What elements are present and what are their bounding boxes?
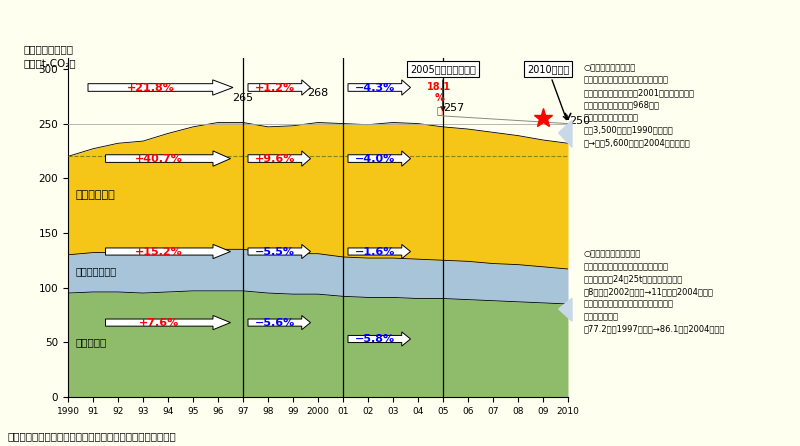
FancyArrow shape [248, 244, 310, 259]
Text: +15.2%: +15.2% [135, 247, 183, 256]
Text: 2005年度（速報値）: 2005年度（速報値） [410, 64, 476, 111]
Polygon shape [558, 120, 572, 147]
Text: 250: 250 [570, 116, 590, 126]
Text: +1.2%: +1.2% [255, 83, 295, 92]
Text: ○トラック輸送の効率化
・トラックの大型化や自営転換の進展
　車両総重量24～25tの車両の保有台数
　8万台（2002年度）→11万台（2004年度）
　トラ: ○トラック輸送の効率化 ・トラックの大型化や自営転換の進展 車両総重量24～25… [583, 250, 725, 334]
FancyArrow shape [106, 315, 230, 330]
Text: −4.3%: −4.3% [354, 83, 395, 92]
Text: +40.7%: +40.7% [135, 153, 183, 164]
Text: +21.8%: +21.8% [126, 83, 174, 92]
Text: 自家用乗用車: 自家用乗用車 [75, 190, 115, 200]
Text: 18.1
%
増: 18.1 % 増 [427, 82, 451, 115]
FancyArrow shape [348, 80, 410, 95]
Text: 貨物自動車: 貨物自動車 [75, 337, 106, 347]
Text: 257: 257 [443, 103, 464, 113]
Text: その他輸送機関: その他輸送機関 [75, 266, 117, 276]
Text: −4.0%: −4.0% [354, 153, 395, 164]
Text: （百万t-CO₂）: （百万t-CO₂） [23, 58, 76, 68]
FancyArrow shape [348, 244, 410, 259]
Text: 268: 268 [307, 88, 329, 99]
FancyArrow shape [248, 151, 310, 166]
FancyArrow shape [248, 315, 310, 330]
Text: 2010年目標: 2010年目標 [527, 64, 569, 120]
Text: −5.8%: −5.8% [355, 334, 395, 344]
Text: −5.6%: −5.6% [254, 318, 295, 328]
Text: −5.5%: −5.5% [255, 247, 295, 256]
Text: +9.6%: +9.6% [254, 153, 295, 164]
Text: ○乗用車の燃費の改善
・トップランナー基準による燃費改善
・自動車グリーン税制（2001年度～）の効果
低公害車登録台数は約968万台
（自家用乗用車登録台数
: ○乗用車の燃費の改善 ・トップランナー基準による燃費改善 ・自動車グリーン税制（… [583, 63, 694, 147]
Text: −1.6%: −1.6% [354, 247, 395, 256]
FancyArrow shape [348, 332, 410, 346]
Text: +7.6%: +7.6% [139, 318, 179, 328]
FancyArrow shape [106, 244, 230, 259]
FancyArrow shape [88, 80, 233, 95]
Text: 二酸化炭素排出量: 二酸化炭素排出量 [23, 45, 73, 54]
Text: （注）その他輸送機関：バス、タクシー、鉄道、船舐、航空: （注）その他輸送機関：バス、タクシー、鉄道、船舐、航空 [8, 432, 177, 442]
FancyArrow shape [106, 151, 230, 166]
Text: 265: 265 [233, 93, 254, 103]
FancyArrow shape [248, 80, 310, 95]
FancyArrow shape [348, 151, 410, 166]
Polygon shape [558, 298, 572, 321]
